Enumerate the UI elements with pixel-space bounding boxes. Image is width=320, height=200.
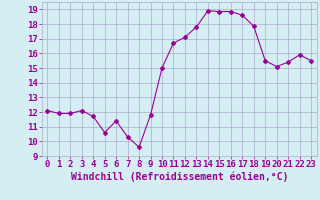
X-axis label: Windchill (Refroidissement éolien,°C): Windchill (Refroidissement éolien,°C) [70, 172, 288, 182]
